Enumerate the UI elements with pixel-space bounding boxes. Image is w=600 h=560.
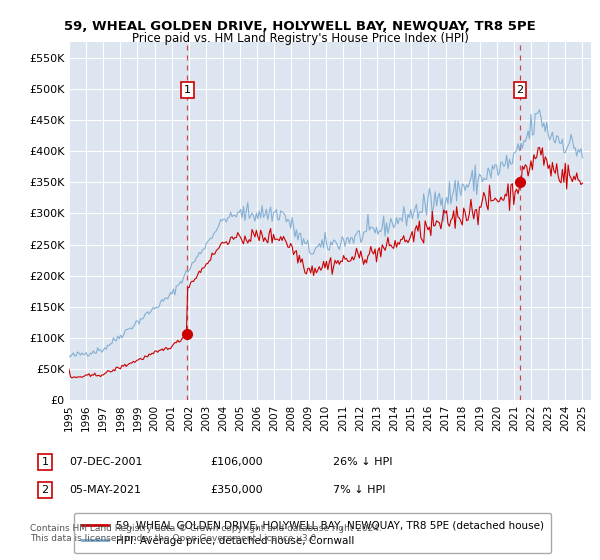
Text: Price paid vs. HM Land Registry's House Price Index (HPI): Price paid vs. HM Land Registry's House … <box>131 32 469 45</box>
Text: 26% ↓ HPI: 26% ↓ HPI <box>333 457 392 467</box>
Text: 05-MAY-2021: 05-MAY-2021 <box>69 485 141 495</box>
Text: Contains HM Land Registry data © Crown copyright and database right 2024.
This d: Contains HM Land Registry data © Crown c… <box>30 524 382 543</box>
Text: 7% ↓ HPI: 7% ↓ HPI <box>333 485 386 495</box>
Text: £106,000: £106,000 <box>210 457 263 467</box>
Text: 2: 2 <box>517 85 524 95</box>
Text: 07-DEC-2001: 07-DEC-2001 <box>69 457 143 467</box>
Text: £350,000: £350,000 <box>210 485 263 495</box>
Legend: 59, WHEAL GOLDEN DRIVE, HOLYWELL BAY, NEWQUAY, TR8 5PE (detached house), HPI: Av: 59, WHEAL GOLDEN DRIVE, HOLYWELL BAY, NE… <box>74 513 551 553</box>
Text: 59, WHEAL GOLDEN DRIVE, HOLYWELL BAY, NEWQUAY, TR8 5PE: 59, WHEAL GOLDEN DRIVE, HOLYWELL BAY, NE… <box>64 20 536 32</box>
Text: 1: 1 <box>41 457 49 467</box>
Text: 1: 1 <box>184 85 191 95</box>
Text: 2: 2 <box>41 485 49 495</box>
